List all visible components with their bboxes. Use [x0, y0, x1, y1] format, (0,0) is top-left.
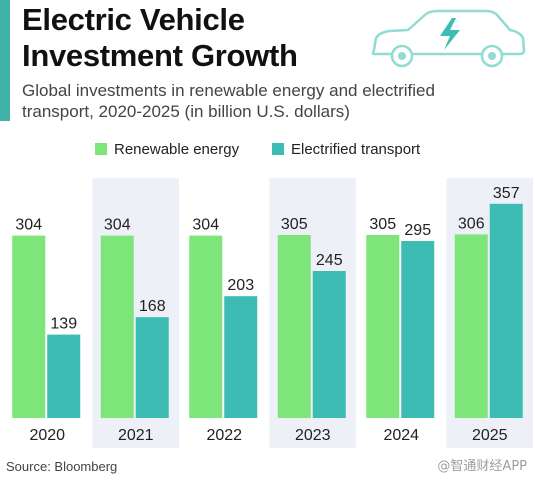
watermark: @智通财经APP — [437, 459, 527, 474]
bar-transport-2023 — [312, 271, 346, 418]
data-label-transport-2024: 295 — [404, 222, 431, 239]
bar-renewable-2025 — [454, 234, 488, 418]
bar-renewable-2023 — [277, 235, 311, 418]
data-label-renewable-2022: 304 — [192, 217, 219, 234]
legend-swatch-transport — [272, 143, 284, 155]
title-line-1: Electric Vehicle — [22, 2, 245, 37]
legend-swatch-renewable — [95, 143, 107, 155]
x-tick-label-2022: 2022 — [206, 427, 242, 444]
data-label-renewable-2020: 304 — [15, 217, 42, 234]
bar-chart: 304 139 2020 304 168 2021 304 203 2022 305 245 2023… — [12, 178, 533, 448]
bar-transport-2025 — [489, 203, 523, 418]
chart-title: Electric Vehicle Investment Growth — [22, 2, 298, 74]
subtitle-line-2: transport, 2020-2025 (in billion U.S. do… — [22, 102, 350, 121]
legend-item-renewable: Renewable energy — [95, 138, 239, 160]
legend-label-renewable: Renewable energy — [114, 140, 240, 158]
data-label-transport-2023: 245 — [316, 252, 343, 269]
data-label-transport-2020: 139 — [50, 316, 77, 333]
bar-transport-2022 — [224, 296, 258, 418]
bar-renewable-2024 — [366, 235, 400, 418]
bar-transport-2020 — [47, 334, 81, 418]
data-label-renewable-2024: 305 — [369, 216, 396, 233]
source-note: Source: Bloomberg — [6, 459, 118, 474]
title-line-2: Investment Growth — [22, 38, 298, 73]
subtitle-line-1: Global investments in renewable energy a… — [22, 81, 435, 100]
data-label-renewable-2021: 304 — [104, 217, 131, 234]
x-tick-label-2024: 2024 — [383, 427, 419, 444]
legend-label-transport: Electrified transport — [291, 140, 421, 158]
x-tick-label-2020: 2020 — [29, 427, 65, 444]
bar-renewable-2020 — [12, 235, 46, 418]
data-label-renewable-2025: 306 — [458, 215, 485, 232]
x-tick-label-2023: 2023 — [295, 427, 331, 444]
data-label-transport-2021: 168 — [139, 298, 166, 315]
bar-transport-2021 — [135, 317, 169, 418]
legend-item-transport: Electrified transport — [272, 138, 420, 160]
bar-renewable-2021 — [100, 235, 134, 418]
bar-transport-2024 — [401, 241, 435, 418]
bar-renewable-2022 — [189, 235, 223, 418]
x-tick-label-2021: 2021 — [118, 427, 154, 444]
x-tick-label-2025: 2025 — [472, 427, 508, 444]
data-label-transport-2022: 203 — [227, 277, 254, 294]
legend: Renewable energy Electrified transport — [0, 138, 535, 160]
chart-subtitle: Global investments in renewable energy a… — [22, 80, 522, 122]
electric-car-icon — [368, 4, 528, 81]
accent-bar — [0, 0, 10, 121]
data-label-transport-2025: 357 — [493, 185, 520, 202]
data-label-renewable-2023: 305 — [281, 216, 308, 233]
